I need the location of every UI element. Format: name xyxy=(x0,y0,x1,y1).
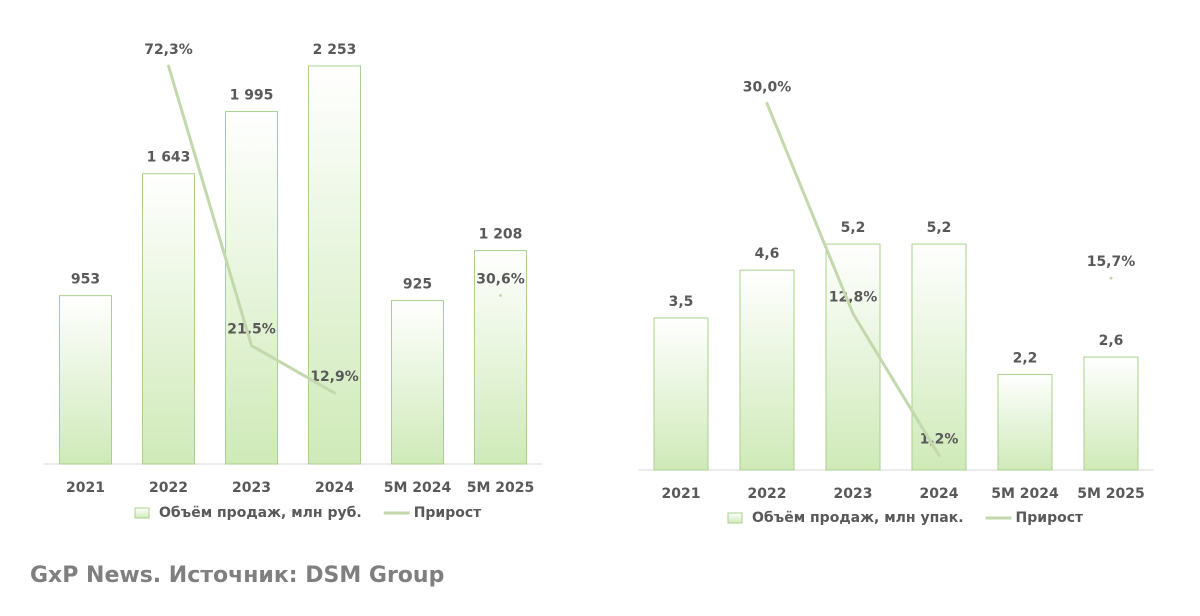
data-label: 21,5% xyxy=(227,322,276,338)
x-tick-label: 2021 xyxy=(66,480,105,496)
legend-swatch xyxy=(134,507,150,519)
x-tick-label: 2024 xyxy=(315,480,354,496)
x-tick-label: 5M 2025 xyxy=(1077,486,1145,502)
growth-line xyxy=(765,101,1113,457)
bar xyxy=(739,269,795,471)
data-label: 5,2 xyxy=(927,220,952,236)
bar xyxy=(391,300,444,465)
legend-swatch xyxy=(727,512,743,524)
bar xyxy=(59,295,112,465)
bar xyxy=(142,173,195,465)
x-tick-label: 5M 2024 xyxy=(991,486,1059,502)
bar xyxy=(653,317,709,471)
data-label: 12,9% xyxy=(310,369,359,385)
x-tick-label: 2023 xyxy=(232,480,271,496)
data-label: 1 995 xyxy=(230,88,274,104)
x-tick-label: 5M 2025 xyxy=(467,480,535,496)
legend-label: Прирост xyxy=(1016,510,1084,526)
data-label: 4,6 xyxy=(755,246,780,262)
legend-label: Объём продаж, млн упак. xyxy=(752,510,964,526)
x-tick-label: 2022 xyxy=(748,486,787,502)
data-label: 2,2 xyxy=(1013,350,1038,366)
x-tick-label: 2024 xyxy=(920,486,959,502)
data-label: 1,2% xyxy=(920,431,959,447)
bar xyxy=(825,243,881,471)
data-label: 12,8% xyxy=(829,290,878,306)
bar xyxy=(474,250,527,465)
data-label: 2 253 xyxy=(313,42,357,58)
legend-label: Прирост xyxy=(414,505,482,521)
data-label: 5,2 xyxy=(841,220,866,236)
data-label: 72,3% xyxy=(144,42,193,58)
data-label: 953 xyxy=(71,272,100,288)
bar xyxy=(308,65,361,465)
x-tick-label: 2023 xyxy=(834,486,873,502)
data-label: 1 208 xyxy=(479,227,523,243)
data-label: 30,0% xyxy=(743,79,792,95)
data-label: 30,6% xyxy=(476,272,525,288)
x-tick-label: 5M 2024 xyxy=(384,480,452,496)
data-label: 2,6 xyxy=(1099,333,1124,349)
x-tick-label: 2021 xyxy=(662,486,701,502)
legend-label: Объём продаж, млн руб. xyxy=(159,505,362,521)
bar xyxy=(997,373,1053,471)
x-tick-label: 2022 xyxy=(149,480,188,496)
footer: GxP News. Источник: DSM Group xyxy=(30,563,444,588)
bar xyxy=(1083,356,1139,471)
data-label: 925 xyxy=(403,277,432,293)
growth-line xyxy=(167,64,502,395)
data-label: 15,7% xyxy=(1087,254,1136,270)
data-label: 3,5 xyxy=(669,294,694,310)
bar xyxy=(911,243,967,471)
data-label: 1 643 xyxy=(147,150,191,166)
